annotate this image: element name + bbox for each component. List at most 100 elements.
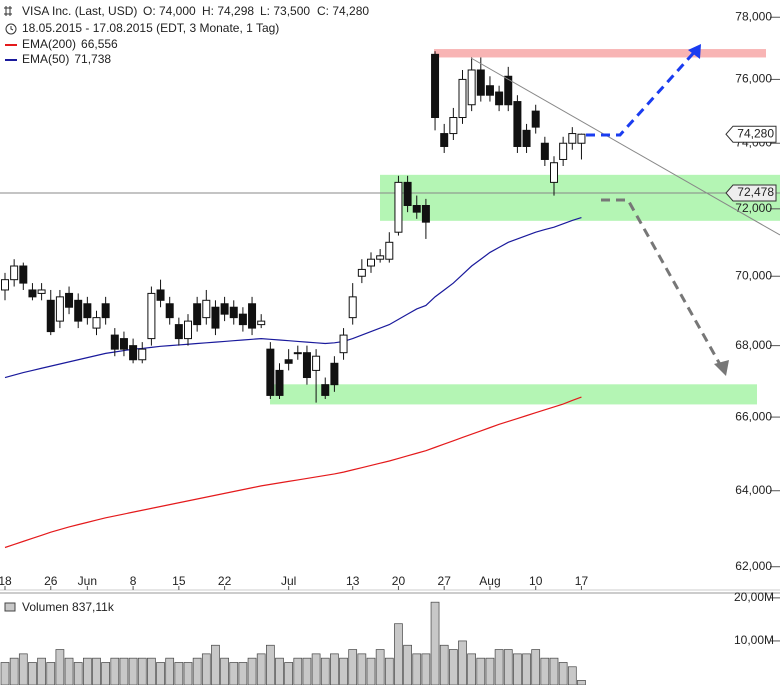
clock-icon bbox=[10, 26, 14, 31]
candle-body bbox=[238, 313, 247, 326]
candle-body bbox=[65, 292, 74, 308]
candle-body bbox=[440, 133, 449, 147]
volume-bar bbox=[238, 662, 248, 685]
arrow-down bbox=[601, 198, 724, 369]
candle-body bbox=[540, 142, 549, 160]
volume-bar bbox=[348, 649, 358, 685]
volume-bar bbox=[128, 657, 138, 685]
volume-bar bbox=[503, 649, 513, 685]
x-tick-label: 17 bbox=[575, 574, 589, 588]
candle-body bbox=[83, 303, 92, 319]
trend-line bbox=[470, 57, 780, 236]
y-tick-label: 78,000 bbox=[735, 9, 772, 23]
candle-body bbox=[229, 306, 238, 319]
volume-bar bbox=[375, 649, 385, 685]
volume-bar bbox=[201, 653, 211, 685]
volume-bar bbox=[9, 657, 19, 685]
candle-body bbox=[284, 359, 293, 364]
price-tag-label: 72,478 bbox=[737, 185, 774, 199]
volume-bar bbox=[311, 653, 321, 685]
volume-bar bbox=[412, 653, 422, 685]
arrowhead bbox=[688, 44, 701, 59]
volume-bar bbox=[494, 649, 504, 685]
v-tick-label: 20,00M bbox=[734, 590, 774, 604]
volume-bar bbox=[540, 657, 550, 685]
volume-bar bbox=[46, 662, 56, 685]
candle-body bbox=[174, 324, 183, 340]
candle-body bbox=[394, 181, 403, 233]
zone bbox=[270, 384, 757, 405]
candle-body bbox=[476, 69, 485, 96]
candle-body bbox=[467, 69, 476, 106]
y-tick-label: 70,000 bbox=[735, 268, 772, 282]
volume-bar bbox=[357, 653, 367, 685]
volume-bar bbox=[558, 662, 568, 685]
arrowhead bbox=[714, 360, 729, 376]
volume-bar bbox=[577, 680, 586, 685]
volume-bar bbox=[567, 666, 577, 685]
candle-body bbox=[28, 289, 37, 298]
volume-bar bbox=[18, 653, 28, 685]
ohlc-open: O: 74,000 bbox=[143, 4, 196, 18]
volume-label: Volumen 837,11k bbox=[22, 600, 115, 614]
candle-body bbox=[92, 317, 101, 329]
candle-body bbox=[385, 241, 394, 260]
zone bbox=[434, 49, 766, 58]
candle-body bbox=[248, 303, 257, 329]
chart-title: VISA Inc. (Last, USD) bbox=[22, 4, 137, 18]
candle-body bbox=[522, 129, 531, 147]
candle-body bbox=[431, 53, 440, 119]
subtitle: 18.05.2015 - 17.08.2015 (EDT, 3 Monate, … bbox=[22, 21, 279, 35]
candle-body bbox=[376, 255, 385, 260]
y-tick-label: 66,000 bbox=[735, 409, 772, 423]
candle-body bbox=[458, 78, 467, 119]
volume-swatch bbox=[4, 602, 16, 612]
volume-bar bbox=[0, 662, 10, 685]
candle-body bbox=[55, 296, 64, 322]
volume-bar bbox=[339, 657, 348, 685]
volume-bar bbox=[82, 657, 92, 685]
legend-value: 66,556 bbox=[81, 37, 118, 51]
candle-body bbox=[339, 334, 348, 354]
x-tick-label: 20 bbox=[392, 574, 406, 588]
candle-body bbox=[211, 306, 220, 329]
candle-body bbox=[156, 289, 165, 301]
candle-body bbox=[202, 299, 211, 319]
zone bbox=[380, 174, 780, 221]
volume-bar bbox=[37, 657, 46, 685]
candle-body bbox=[19, 265, 28, 284]
x-tick-label: Jun bbox=[78, 574, 97, 588]
volume-bar bbox=[73, 662, 83, 685]
volume-bar bbox=[28, 662, 37, 685]
volume-bar bbox=[220, 657, 229, 685]
candle-body bbox=[257, 320, 266, 326]
y-tick-label: 72,000 bbox=[735, 201, 772, 215]
volume-bar bbox=[275, 657, 284, 685]
volume-bar bbox=[147, 657, 156, 685]
volume-bar bbox=[458, 640, 467, 685]
x-tick-label: 8 bbox=[130, 574, 137, 588]
x-tick-label: 18 bbox=[0, 574, 12, 588]
volume-bar bbox=[449, 649, 458, 685]
volume-bar bbox=[192, 657, 202, 685]
volume-bar bbox=[439, 644, 449, 685]
ohlc-low: L: 73,500 bbox=[260, 4, 310, 18]
volume-bar bbox=[110, 657, 120, 685]
x-tick-label: 26 bbox=[44, 574, 58, 588]
volume-bar bbox=[403, 644, 412, 685]
ema-line bbox=[4, 396, 582, 549]
candle-body bbox=[312, 355, 321, 371]
volume-bar bbox=[302, 657, 312, 685]
volume-bar bbox=[320, 657, 330, 685]
y-tick-label: 62,000 bbox=[735, 559, 772, 573]
header: VISA Inc. (Last, USD) O: 74,000 H: 74,29… bbox=[4, 4, 369, 35]
x-tick-label: 27 bbox=[438, 574, 452, 588]
volume-bar bbox=[119, 657, 129, 685]
volume-bar bbox=[384, 657, 394, 685]
candle-body bbox=[485, 85, 494, 96]
volume-bar bbox=[229, 662, 239, 685]
candle-body bbox=[449, 117, 458, 135]
volume-bar bbox=[156, 662, 165, 685]
candle-body bbox=[10, 265, 19, 281]
